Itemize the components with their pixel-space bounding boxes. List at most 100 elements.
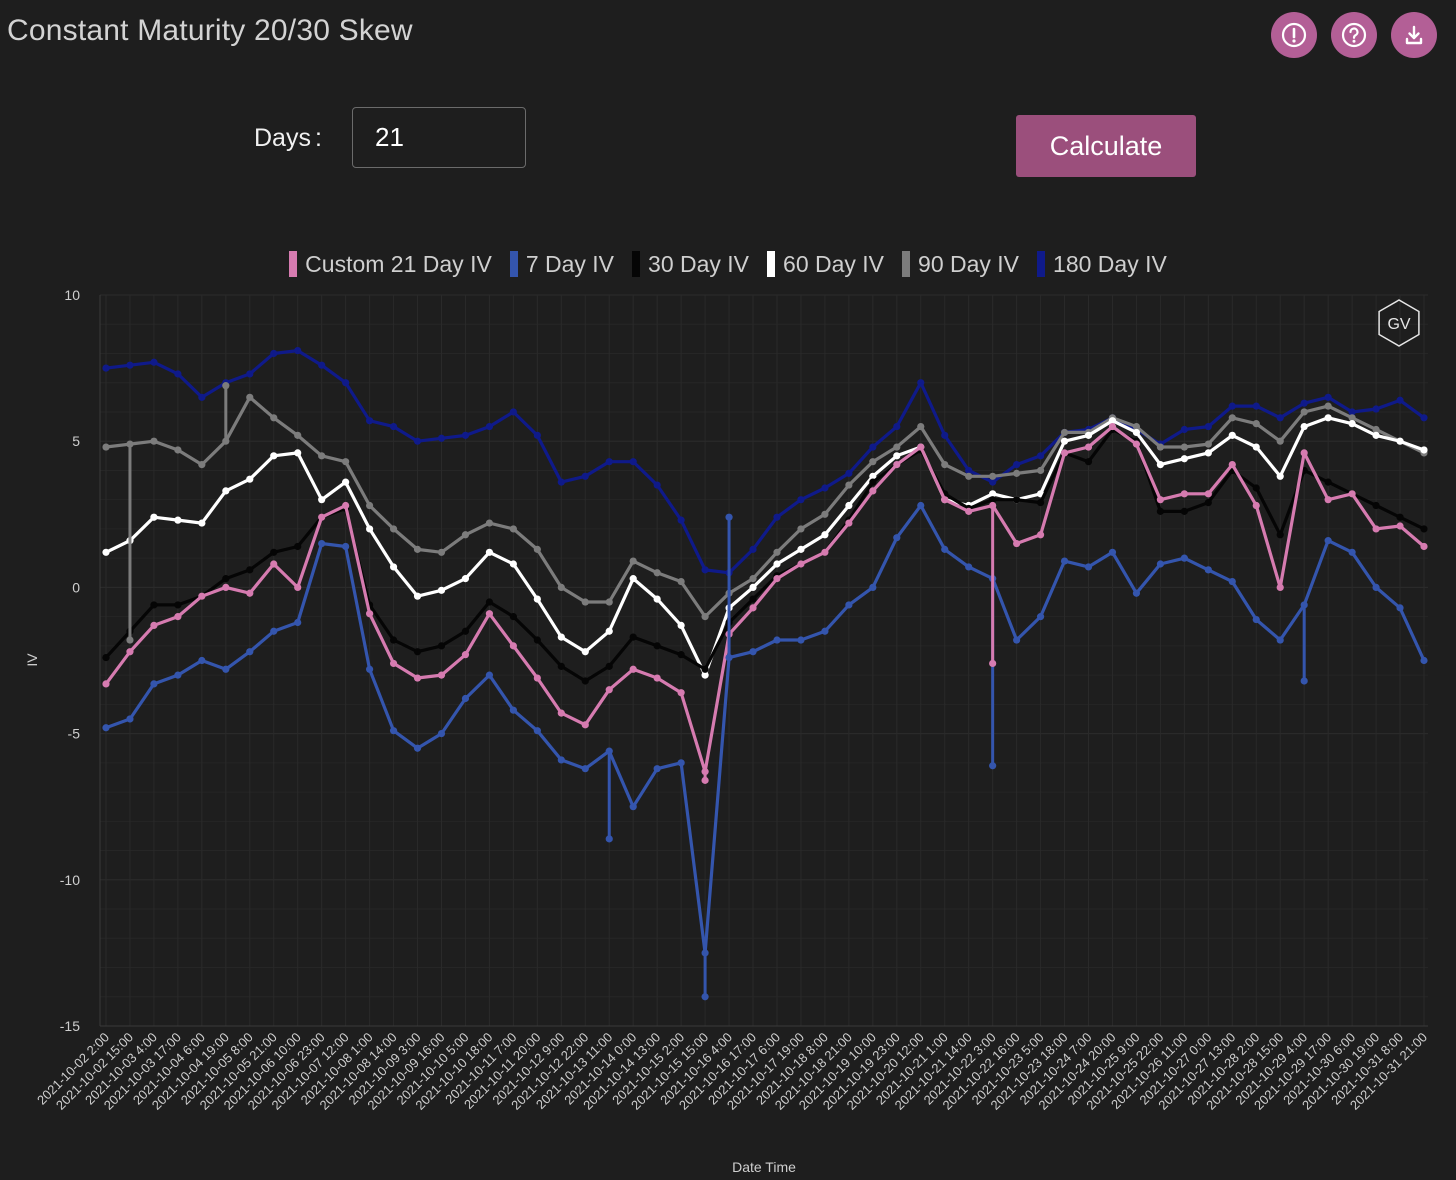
data-point xyxy=(605,598,613,606)
data-point xyxy=(1372,525,1380,533)
days-label-text: Days xyxy=(254,124,311,152)
data-point xyxy=(581,721,589,729)
data-point xyxy=(1300,422,1308,431)
legend-item[interactable]: 30 Day IV xyxy=(632,251,749,278)
data-point xyxy=(1108,417,1117,425)
legend-item[interactable]: 60 Day IV xyxy=(767,251,884,278)
spike-point xyxy=(1300,677,1308,685)
data-point xyxy=(893,534,901,542)
y-axis-label: IV xyxy=(24,653,40,667)
data-point xyxy=(1228,577,1236,586)
data-point xyxy=(461,651,470,659)
data-point xyxy=(1132,428,1141,437)
data-point xyxy=(366,525,374,533)
data-point xyxy=(198,656,206,665)
data-point xyxy=(1420,414,1428,422)
data-point xyxy=(485,548,494,556)
data-point xyxy=(1252,420,1260,428)
data-point xyxy=(557,478,565,486)
data-point xyxy=(174,671,182,679)
data-point xyxy=(1204,440,1212,448)
data-point xyxy=(1276,583,1284,592)
data-point xyxy=(533,545,541,553)
data-point xyxy=(869,443,877,451)
data-point xyxy=(318,513,326,521)
data-point xyxy=(150,513,158,521)
series-line xyxy=(105,416,1425,677)
alert-button[interactable] xyxy=(1271,12,1317,58)
chart-grid xyxy=(100,294,1428,1027)
data-point xyxy=(389,727,398,735)
data-point xyxy=(246,589,254,597)
data-point xyxy=(1420,542,1428,551)
data-point xyxy=(941,496,949,504)
data-point xyxy=(126,361,134,369)
spike-point xyxy=(701,776,709,784)
data-point xyxy=(1036,452,1045,460)
data-point xyxy=(701,613,709,621)
data-point xyxy=(150,621,158,630)
data-point xyxy=(533,431,541,439)
legend-item[interactable]: 90 Day IV xyxy=(902,251,1019,278)
data-point xyxy=(509,560,517,568)
y-tick-label: 10 xyxy=(64,287,80,303)
legend-item[interactable]: 180 Day IV xyxy=(1037,251,1167,278)
data-point xyxy=(1276,531,1284,539)
legend-swatch xyxy=(509,251,518,277)
data-point xyxy=(174,613,182,621)
data-point xyxy=(294,449,302,457)
data-point xyxy=(533,636,541,644)
data-point xyxy=(1108,548,1117,556)
data-point xyxy=(653,595,661,603)
data-point xyxy=(509,706,517,714)
data-point xyxy=(1348,420,1356,428)
data-point xyxy=(653,674,661,682)
data-point xyxy=(581,677,589,685)
data-point xyxy=(461,694,470,703)
help-button[interactable] xyxy=(1331,12,1377,58)
data-point xyxy=(1013,539,1021,548)
data-point xyxy=(150,358,158,366)
y-tick-label: 5 xyxy=(72,433,80,449)
data-point xyxy=(1396,396,1404,404)
data-point xyxy=(1324,414,1332,422)
spike-point xyxy=(989,659,997,668)
spike-point xyxy=(989,762,997,770)
data-point xyxy=(389,659,398,668)
data-point xyxy=(581,648,589,656)
data-point xyxy=(461,531,470,539)
data-point xyxy=(1252,615,1260,624)
data-point xyxy=(677,577,685,586)
data-point xyxy=(1276,414,1284,422)
data-point xyxy=(605,686,613,694)
data-point xyxy=(1420,656,1428,665)
data-point xyxy=(1132,440,1141,448)
data-point xyxy=(174,370,182,378)
download-button[interactable] xyxy=(1391,12,1437,58)
legend-swatch xyxy=(767,251,776,277)
data-point xyxy=(557,583,565,592)
data-point xyxy=(749,648,757,656)
data-point xyxy=(437,671,446,679)
data-point xyxy=(294,431,302,439)
data-point xyxy=(222,583,230,592)
data-point xyxy=(1324,478,1332,486)
legend-item[interactable]: 7 Day IV xyxy=(509,251,614,278)
data-point xyxy=(246,393,254,401)
data-point xyxy=(677,759,685,767)
data-point xyxy=(917,443,925,451)
data-point xyxy=(1324,402,1332,410)
legend-item[interactable]: Custom 21 Day IV xyxy=(289,251,492,278)
y-tick-label: -15 xyxy=(60,1018,80,1034)
data-point xyxy=(581,472,589,480)
series-custom-21-day-iv xyxy=(102,422,1428,776)
data-point xyxy=(126,648,134,656)
spike-point xyxy=(126,636,134,644)
data-point xyxy=(533,727,541,735)
calculate-button[interactable]: Calculate xyxy=(1016,115,1196,177)
data-point xyxy=(389,563,398,571)
data-point xyxy=(797,525,805,533)
days-input[interactable] xyxy=(352,107,526,168)
data-point xyxy=(749,575,757,583)
data-point xyxy=(1396,513,1404,521)
